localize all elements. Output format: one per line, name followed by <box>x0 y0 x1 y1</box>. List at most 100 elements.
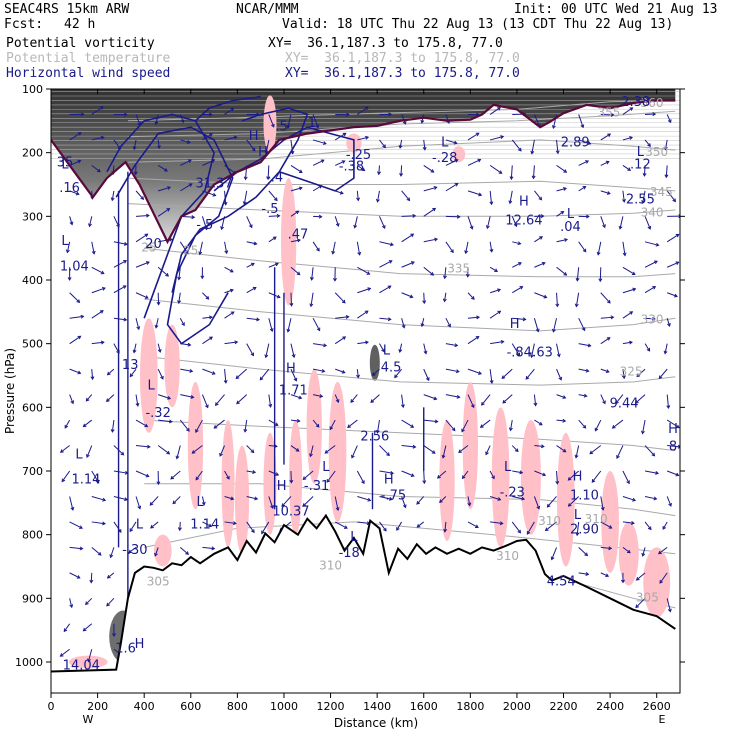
wind-vector <box>202 316 212 319</box>
wind-vector <box>370 394 380 403</box>
wind-vector-head <box>605 160 610 165</box>
wind-vector-head <box>485 225 490 230</box>
wind-vector-head <box>329 426 334 431</box>
wind-vector-head <box>326 478 331 483</box>
wind-vector-head <box>302 503 307 507</box>
wind-vector-head <box>276 294 281 299</box>
wind-vector-head <box>475 132 480 137</box>
wind-vector-head <box>509 176 514 181</box>
wind-vector <box>401 496 407 508</box>
wind-vector-head <box>266 176 271 181</box>
wind-vector <box>202 546 215 550</box>
wind-vector-head <box>410 473 415 477</box>
wind-vector <box>401 233 414 243</box>
wind-vector <box>357 136 369 141</box>
wind-vector-head <box>100 340 105 345</box>
wind-vector-head <box>185 551 190 555</box>
wind-vector-head <box>541 261 546 266</box>
wind-vector <box>69 546 83 550</box>
wind-vector <box>556 187 567 192</box>
ascent-region <box>491 407 510 548</box>
wind-vector-head <box>582 186 587 190</box>
wind-vector-head <box>465 273 470 278</box>
wind-vector-head <box>583 393 588 398</box>
wind-vector-head <box>517 529 522 534</box>
wind-vector-head <box>154 324 159 329</box>
wind-vector-head <box>324 450 329 454</box>
wind-vector-head <box>467 502 472 507</box>
wind-vector-head <box>251 147 256 152</box>
dynamic-tropopause-line <box>51 99 676 245</box>
wind-vector <box>578 186 586 192</box>
wind-vector <box>512 241 521 245</box>
wind-vector-head <box>150 524 154 529</box>
wind-vector-head <box>137 505 142 510</box>
wind-vector-head <box>224 250 229 255</box>
wind-vector-head <box>629 107 634 111</box>
wind-vector <box>157 368 164 380</box>
wind-vector-head <box>345 315 350 319</box>
wind-vector <box>224 136 237 141</box>
wind-vector <box>467 336 480 345</box>
extremum-annotation: 31.37 <box>195 177 232 192</box>
isentrope-line <box>127 100 676 122</box>
x-tick-label: 1000 <box>270 700 298 713</box>
wind-vector-head <box>402 120 407 125</box>
extremum-annotation: .47 <box>288 228 309 243</box>
wind-vector <box>201 216 208 230</box>
wind-vector-head <box>230 496 235 501</box>
wind-vector-head <box>640 430 645 435</box>
wind-vector <box>578 114 584 128</box>
wind-vector-head <box>251 529 255 534</box>
wind-vector <box>135 292 149 299</box>
wind-vector-head <box>211 371 216 375</box>
x-tick-label: 800 <box>227 700 248 713</box>
wind-vector-head <box>501 375 506 379</box>
wind-vector <box>113 317 127 321</box>
wind-vector-head <box>672 198 676 203</box>
wind-vector <box>69 394 74 404</box>
wind-vector <box>290 292 293 306</box>
wind-vector <box>635 394 646 404</box>
wind-vector <box>64 419 71 429</box>
wind-vector-head <box>250 352 254 357</box>
wind-vector-head <box>79 546 84 551</box>
field-name-theta: Potential temperature <box>6 51 171 66</box>
wind-vector <box>192 445 203 454</box>
wind-vector <box>622 521 635 524</box>
wind-vector-head <box>675 233 680 238</box>
wind-vector-head <box>675 261 680 266</box>
wind-vector-head <box>629 340 633 345</box>
wind-vector <box>85 597 93 605</box>
wind-vector <box>644 521 652 530</box>
wind-vector-head <box>298 169 303 173</box>
wind-vector <box>556 292 558 307</box>
wind-vector-head <box>181 322 185 327</box>
wind-vector <box>616 445 624 459</box>
wind-vector-head <box>382 144 386 149</box>
wind-vector-head <box>156 481 161 486</box>
wind-vector-head <box>489 248 494 253</box>
wind-vector <box>423 343 427 354</box>
wind-vector-head <box>477 158 482 163</box>
wind-vector <box>179 114 184 123</box>
extremum-annotation: -.38 <box>339 159 364 174</box>
ascent-region <box>221 420 235 548</box>
wind-vector-head <box>149 501 154 506</box>
wind-vector-head <box>315 423 320 428</box>
wind-vector-head <box>475 336 480 340</box>
wind-vector <box>578 419 586 429</box>
wind-vector <box>246 139 256 152</box>
wind-vector-head <box>88 223 92 228</box>
wind-vector-head <box>479 424 484 428</box>
wind-vector <box>644 286 656 294</box>
wind-vector-head <box>65 249 70 254</box>
wind-vector-head <box>400 404 405 409</box>
wind-vector-head <box>398 144 403 149</box>
wind-vector-head <box>364 106 369 111</box>
wind-vector-head <box>552 328 556 333</box>
wind-vector-head <box>166 208 171 212</box>
x-tick-label: 2000 <box>503 700 531 713</box>
wind-vector-head <box>99 310 104 314</box>
wind-vector-head <box>432 207 437 212</box>
